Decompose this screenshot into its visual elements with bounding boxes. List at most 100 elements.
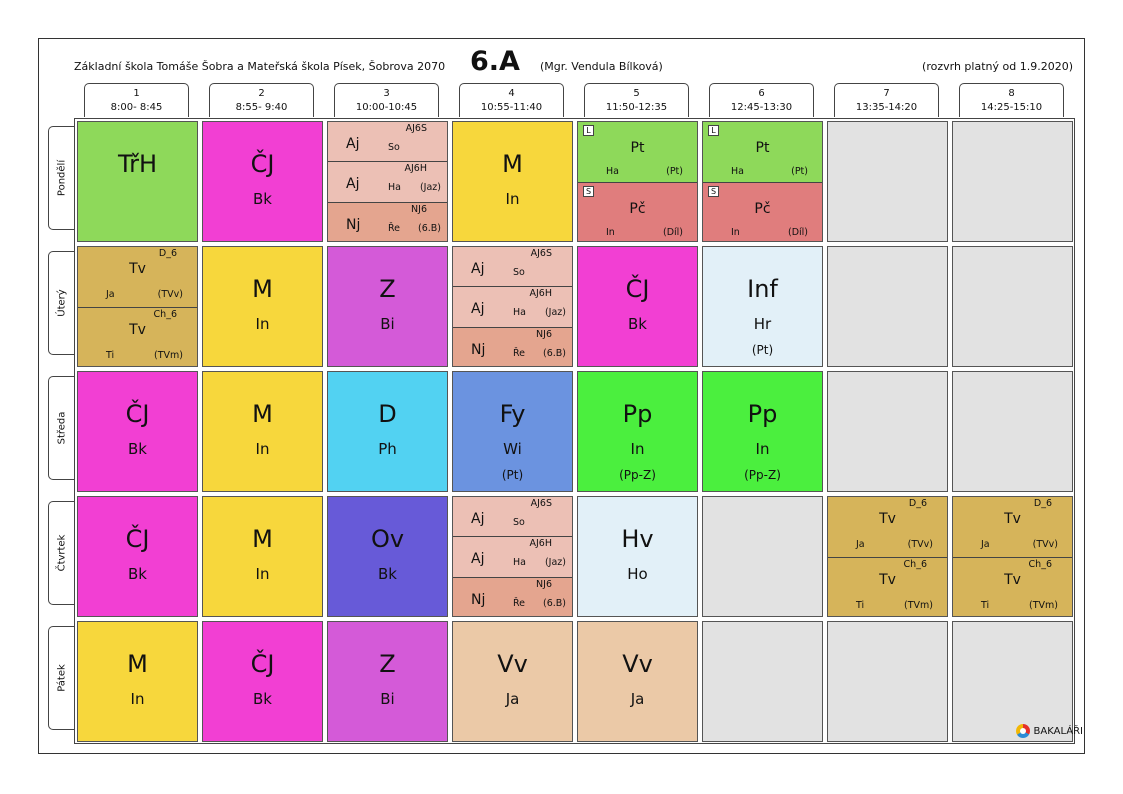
lesson-teacher: Ha	[606, 166, 619, 177]
lesson-group-part: AJ6S Aj So	[453, 497, 572, 538]
lesson-cell[interactable]: D_6 Tv Ja (TVv) Ch_6 Tv Ti (TVm)	[77, 246, 198, 367]
lesson-teacher: Ře	[513, 597, 526, 609]
lesson-cell[interactable]: Vv Ja	[577, 621, 698, 742]
day-label: Pondělí	[56, 159, 67, 197]
lesson-subject: Tv	[879, 571, 896, 588]
lesson-teacher: Ře	[388, 222, 401, 234]
lesson-teacher: In	[755, 440, 770, 458]
empty-slot	[827, 121, 948, 242]
lesson-cell[interactable]: D_6 Tv Ja (TVv) Ch_6 Tv Ti (TVm)	[952, 496, 1073, 617]
lesson-cell[interactable]: ČJ Bk	[77, 371, 198, 492]
lesson-room: (Díl)	[787, 226, 808, 238]
period-number: 6	[758, 88, 765, 99]
lesson-subject: Pp	[747, 400, 778, 428]
bakalari-logo-icon	[1015, 724, 1030, 738]
lesson-cell[interactable]: M In	[202, 371, 323, 492]
period-time: 10:55-11:40	[480, 102, 543, 113]
lesson-cell[interactable]: ČJ Bk	[202, 121, 323, 242]
period-number: 4	[508, 88, 515, 99]
lesson-teacher: In	[255, 440, 270, 458]
lesson-subject: Z	[379, 650, 396, 678]
lesson-group: AJ6S	[530, 498, 552, 509]
lesson-cell[interactable]: Inf Hr (Pt)	[702, 246, 823, 367]
empty-slot	[952, 621, 1073, 742]
empty-slot	[827, 246, 948, 367]
lesson-cell[interactable]: L Pt Ha (Pt) S Pč In (Díl)	[702, 121, 823, 242]
period-header: 7 13:35-14:20	[834, 83, 939, 117]
empty-slot	[827, 621, 948, 742]
lesson-cell[interactable]: AJ6S Aj So AJ6H Aj Ha (Jaz) NJ6 Nj Ře (6.B)	[452, 496, 573, 617]
period-number: 8	[1008, 88, 1015, 99]
period-number: 1	[133, 88, 140, 99]
lesson-teacher: Ha	[513, 557, 526, 569]
brand-logo: BAKALÁŘI	[1015, 724, 1083, 738]
day-label: Čtvrtek	[56, 534, 67, 572]
lesson-cell[interactable]: TřH	[77, 121, 198, 242]
lesson-room: (Díl)	[662, 226, 683, 238]
lesson-group: Ch_6	[1028, 558, 1052, 570]
lesson-cell[interactable]: Z Bi	[327, 246, 448, 367]
lesson-room: (Pt)	[791, 166, 808, 177]
lesson-subject: Aj	[346, 136, 360, 152]
lesson-subject: Vv	[497, 650, 528, 678]
lesson-cell[interactable]: AJ6S Aj So AJ6H Aj Ha (Jaz) NJ6 Nj Ře (6.B)	[452, 246, 573, 367]
lesson-room: (TVm)	[904, 599, 933, 611]
lesson-group-part: D_6 Tv Ja (TVv)	[78, 247, 197, 308]
lesson-cell[interactable]: L Pt Ha (Pt) S Pč In (Díl)	[577, 121, 698, 242]
lesson-room: (Jaz)	[419, 182, 441, 194]
lesson-cell[interactable]: Fy Wi (Pt)	[452, 371, 573, 492]
lesson-group-part: D_6 Tv Ja (TVv)	[828, 497, 947, 558]
lesson-cell[interactable]: Vv Ja	[452, 621, 573, 742]
lesson-cell[interactable]: ČJ Bk	[77, 496, 198, 617]
lesson-room: (TVv)	[907, 539, 933, 550]
lesson-group: NJ6	[411, 203, 427, 215]
lesson-teacher: Ti	[856, 599, 865, 611]
lesson-cell[interactable]: Ov Bk	[327, 496, 448, 617]
lesson-cell[interactable]: AJ6S Aj So AJ6H Aj Ha (Jaz) NJ6 Nj Ře (6.B)	[327, 121, 448, 242]
lesson-cell[interactable]: Pp In (Pp-Z)	[577, 371, 698, 492]
class-teacher: (Mgr. Vendula Bílková)	[540, 60, 663, 73]
lesson-room: (TVv)	[157, 289, 183, 300]
day-label: Pátek	[56, 664, 67, 692]
period-number: 2	[258, 88, 265, 99]
lesson-cell[interactable]: Hv Ho	[577, 496, 698, 617]
lesson-cell[interactable]: M In	[202, 496, 323, 617]
lesson-teacher: So	[513, 517, 525, 528]
period-number: 5	[633, 88, 640, 99]
page-frame	[38, 38, 1085, 754]
empty-slot	[952, 371, 1073, 492]
lesson-room: (Pt)	[501, 468, 524, 482]
lesson-cell[interactable]: M In	[77, 621, 198, 742]
lesson-subject: M	[127, 650, 148, 678]
lesson-cell[interactable]: D Ph	[327, 371, 448, 492]
lesson-teacher: Ha	[513, 307, 526, 319]
lesson-group-part: Ch_6 Tv Ti (TVm)	[828, 557, 947, 616]
lesson-teacher: Ja	[106, 289, 115, 300]
lesson-subject: Nj	[346, 216, 361, 233]
lesson-cell[interactable]: Pp In (Pp-Z)	[702, 371, 823, 492]
lesson-teacher: In	[606, 226, 615, 238]
lesson-teacher: In	[255, 315, 270, 333]
lesson-room: (6.B)	[543, 597, 566, 609]
lesson-room: (6.B)	[543, 347, 566, 359]
lesson-cell[interactable]: M In	[202, 246, 323, 367]
period-time: 12:45-13:30	[730, 102, 793, 113]
lesson-group: D_6	[1033, 498, 1052, 509]
lesson-subject: Tv	[129, 321, 146, 338]
lesson-cell[interactable]: D_6 Tv Ja (TVv) Ch_6 Tv Ti (TVm)	[827, 496, 948, 617]
lesson-cell[interactable]: Z Bi	[327, 621, 448, 742]
lesson-teacher: Ph	[378, 440, 397, 458]
lesson-teacher: So	[388, 142, 400, 153]
lesson-cell[interactable]: ČJ Bk	[577, 246, 698, 367]
lesson-teacher: Bk	[128, 565, 147, 583]
lesson-cell[interactable]: M In	[452, 121, 573, 242]
lesson-subject: Nj	[471, 341, 486, 358]
period-time: 8:55- 9:40	[235, 102, 288, 113]
period-header: 4 10:55-11:40	[459, 83, 564, 117]
lesson-subject: Aj	[471, 511, 485, 527]
lesson-group: AJ6S	[530, 248, 552, 259]
lesson-teacher: In	[630, 440, 645, 458]
lesson-cell[interactable]: ČJ Bk	[202, 621, 323, 742]
group-box-label: L	[708, 125, 719, 136]
lesson-group: NJ6	[536, 328, 552, 340]
